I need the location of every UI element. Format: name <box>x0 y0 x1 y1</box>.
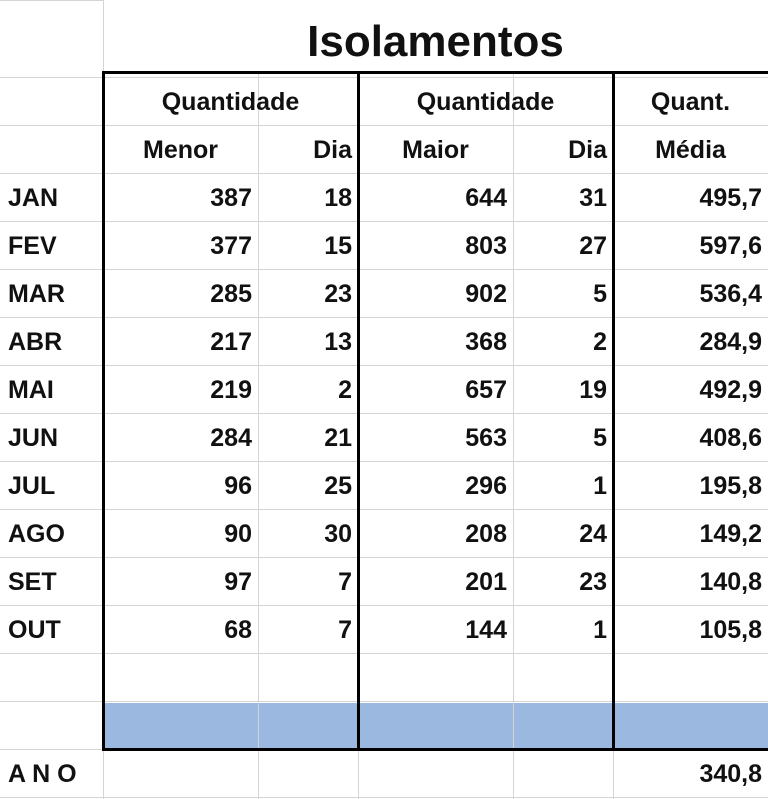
table-cell: 219 <box>210 376 252 404</box>
table-cell: 377 <box>210 232 252 260</box>
table-cell: 368 <box>465 328 507 356</box>
total-value: 340,8 <box>699 760 762 788</box>
column-header: Maior <box>402 136 469 164</box>
row-label: MAI <box>8 376 54 404</box>
row-label: JUN <box>8 424 59 452</box>
border <box>102 748 768 751</box>
row-label: JAN <box>8 184 59 212</box>
table-cell: 68 <box>224 616 252 644</box>
table-cell: 5 <box>593 280 607 308</box>
table-cell: 97 <box>224 568 252 596</box>
table-cell: 657 <box>465 376 507 404</box>
table-cell: 24 <box>579 520 607 548</box>
table-cell: 803 <box>465 232 507 260</box>
grid-line <box>0 653 768 654</box>
table-cell: 387 <box>210 184 252 212</box>
grid-line <box>0 797 768 798</box>
table-cell: 7 <box>338 616 352 644</box>
grid-line <box>0 605 768 606</box>
grid-line <box>0 317 768 318</box>
table-cell: 27 <box>579 232 607 260</box>
grid-line <box>0 557 768 558</box>
row-label: MAR <box>8 280 65 308</box>
highlight-fill <box>358 703 613 748</box>
row-label: JUL <box>8 472 56 500</box>
table-cell: 536,4 <box>699 280 762 308</box>
table-cell: 902 <box>465 280 507 308</box>
row-label: AGO <box>8 520 65 548</box>
grid-line <box>258 72 259 799</box>
grid-line <box>0 701 768 702</box>
table-cell: 201 <box>465 568 507 596</box>
highlight-fill <box>103 703 358 748</box>
table-cell: 1 <box>593 616 607 644</box>
column-header: Quantidade <box>416 88 555 116</box>
table-cell: 23 <box>579 568 607 596</box>
table-cell: 1 <box>593 472 607 500</box>
table-cell: 2 <box>338 376 352 404</box>
grid-line <box>0 0 103 1</box>
table-cell: 644 <box>465 184 507 212</box>
total-label: A N O <box>8 760 77 788</box>
grid-line <box>0 461 768 462</box>
table-cell: 15 <box>324 232 352 260</box>
table-cell: 5 <box>593 424 607 452</box>
table-cell: 90 <box>224 520 252 548</box>
column-header: Quantidade <box>161 88 300 116</box>
table-cell: 208 <box>465 520 507 548</box>
table-cell: 7 <box>338 568 352 596</box>
table-cell: 285 <box>210 280 252 308</box>
table-cell: 25 <box>324 472 352 500</box>
grid-line <box>0 221 768 222</box>
sheet-title: Isolamentos <box>307 17 564 66</box>
highlight-fill <box>613 703 768 748</box>
border <box>612 71 615 751</box>
table-cell: 21 <box>324 424 352 452</box>
grid-line <box>0 269 768 270</box>
table-cell: 492,9 <box>699 376 762 404</box>
table-cell: 149,2 <box>699 520 762 548</box>
table-cell: 19 <box>579 376 607 404</box>
column-header: Quant. <box>650 88 731 116</box>
table-cell: 140,8 <box>699 568 762 596</box>
table-cell: 284,9 <box>699 328 762 356</box>
table-cell: 96 <box>224 472 252 500</box>
table-cell: 296 <box>465 472 507 500</box>
border <box>102 71 768 74</box>
table-cell: 217 <box>210 328 252 356</box>
grid-line <box>0 413 768 414</box>
table-cell: 144 <box>465 616 507 644</box>
column-header: Dia <box>568 136 607 164</box>
border <box>357 71 360 751</box>
grid-line <box>0 509 768 510</box>
grid-line <box>0 365 768 366</box>
table-cell: 195,8 <box>699 472 762 500</box>
column-header: Média <box>655 136 726 164</box>
grid-line <box>513 72 514 799</box>
grid-line <box>0 173 768 174</box>
column-header: Menor <box>143 136 218 164</box>
table-cell: 597,6 <box>699 232 762 260</box>
table-cell: 13 <box>324 328 352 356</box>
grid-line <box>0 125 768 126</box>
table-cell: 284 <box>210 424 252 452</box>
row-label: FEV <box>8 232 57 260</box>
row-label: SET <box>8 568 57 596</box>
column-header: Dia <box>313 136 352 164</box>
table-cell: 23 <box>324 280 352 308</box>
table-cell: 18 <box>324 184 352 212</box>
table-cell: 563 <box>465 424 507 452</box>
table-cell: 31 <box>579 184 607 212</box>
table-cell: 408,6 <box>699 424 762 452</box>
row-label: ABR <box>8 328 63 356</box>
table-cell: 495,7 <box>699 184 762 212</box>
row-label: OUT <box>8 616 61 644</box>
border <box>102 71 105 751</box>
table-cell: 105,8 <box>699 616 762 644</box>
table-cell: 30 <box>324 520 352 548</box>
table-cell: 2 <box>593 328 607 356</box>
grid-line <box>0 77 768 78</box>
